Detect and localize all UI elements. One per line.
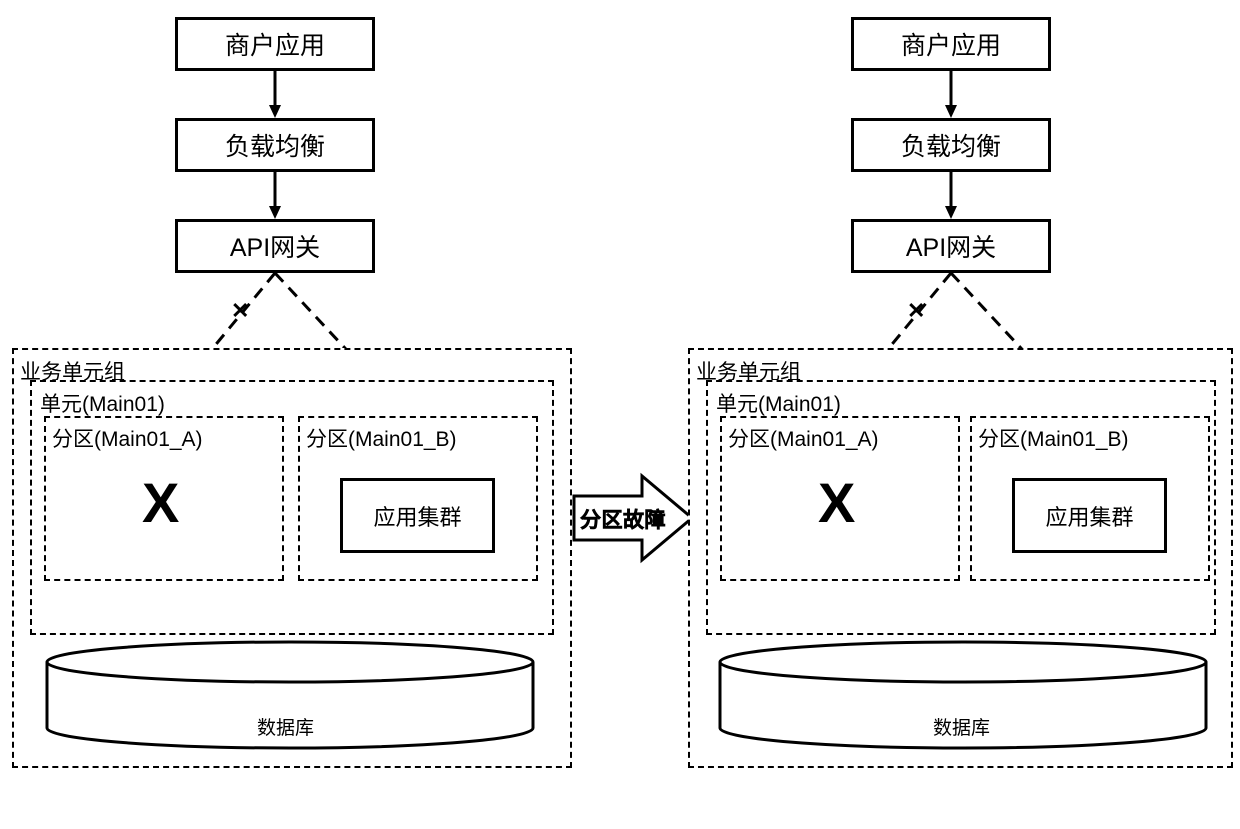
arrow-merchant-to-lb-left xyxy=(267,71,283,119)
merchant-app-label: 商户应用 xyxy=(225,26,325,62)
api-gateway-box-left: API网关 xyxy=(175,219,375,273)
load-balance-label-r: 负载均衡 xyxy=(901,127,1001,163)
merchant-app-label-r: 商户应用 xyxy=(901,26,1001,62)
partition-a-label-right: 分区(Main01_A) xyxy=(726,423,881,453)
x-on-left-arrow-left: ✕ xyxy=(231,298,249,324)
api-gateway-box-right: API网关 xyxy=(851,219,1051,273)
merchant-app-box-right: 商户应用 xyxy=(851,17,1051,71)
api-gateway-label-r: API网关 xyxy=(906,228,996,264)
partition-b-label-left: 分区(Main01_B) xyxy=(304,423,459,453)
big-x-right: X xyxy=(818,470,855,535)
load-balance-box-right: 负载均衡 xyxy=(851,118,1051,172)
app-cluster-label: 应用集群 xyxy=(373,500,461,532)
arrow-lb-to-api-left xyxy=(267,172,283,220)
app-cluster-label-r: 应用集群 xyxy=(1045,500,1133,532)
app-cluster-box-right: 应用集群 xyxy=(1012,478,1167,553)
load-balance-box-left: 负载均衡 xyxy=(175,118,375,172)
api-gateway-label: API网关 xyxy=(230,228,320,264)
transition-label: 分区故障 xyxy=(580,504,666,534)
x-on-left-arrow-right: ✕ xyxy=(907,298,925,324)
app-cluster-box-left: 应用集群 xyxy=(340,478,495,553)
load-balance-label: 负载均衡 xyxy=(225,127,325,163)
arrow-merchant-to-lb-right xyxy=(943,71,959,119)
database-label-left: 数据库 xyxy=(257,713,314,740)
unit-label-right: 单元(Main01) xyxy=(714,388,843,418)
big-x-left: X xyxy=(142,470,179,535)
database-label-right: 数据库 xyxy=(933,713,990,740)
unit-label-left: 单元(Main01) xyxy=(38,388,167,418)
partition-a-label-left: 分区(Main01_A) xyxy=(50,423,205,453)
partition-b-label-right: 分区(Main01_B) xyxy=(976,423,1131,453)
merchant-app-box-left: 商户应用 xyxy=(175,17,375,71)
arrow-lb-to-api-right xyxy=(943,172,959,220)
